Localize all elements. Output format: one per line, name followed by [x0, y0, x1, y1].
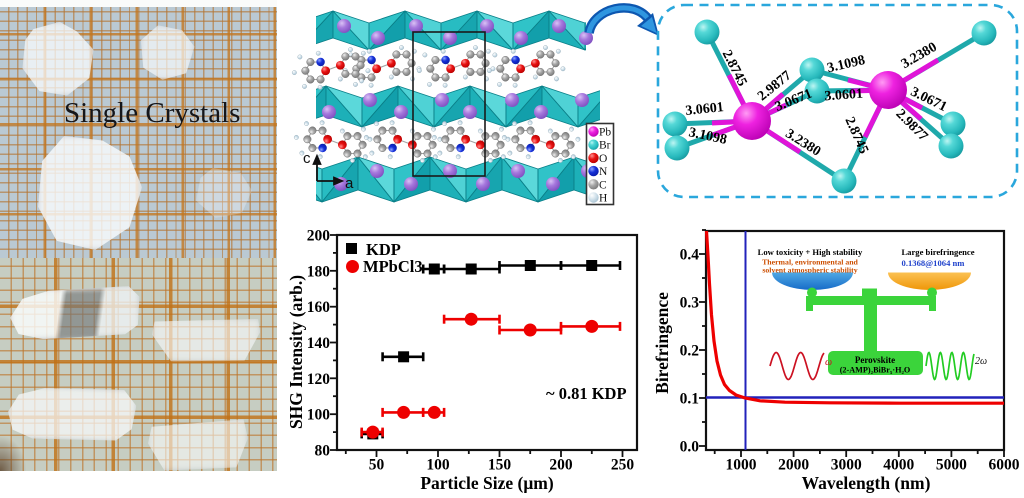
svg-text:100: 100 [426, 457, 450, 474]
svg-text:3.1098: 3.1098 [826, 53, 867, 76]
svg-text:200: 200 [307, 228, 331, 245]
svg-text:160: 160 [307, 299, 331, 316]
svg-text:1000: 1000 [726, 457, 757, 474]
svg-text:Particle Size (μm): Particle Size (μm) [420, 473, 553, 493]
svg-text:2000: 2000 [778, 457, 809, 474]
svg-text:140: 140 [307, 335, 331, 352]
svg-text:KDP: KDP [366, 240, 401, 259]
svg-text:3.0601: 3.0601 [685, 100, 725, 119]
svg-text:6000: 6000 [989, 457, 1020, 474]
svg-text:Perovskite: Perovskite [855, 355, 895, 365]
svg-text:c: c [303, 150, 311, 167]
svg-text:50: 50 [369, 457, 385, 474]
svg-text:N: N [599, 166, 608, 178]
svg-text:SHG Intensity (arb.): SHG Intensity (arb.) [286, 275, 306, 429]
svg-text:0.0: 0.0 [680, 439, 700, 456]
svg-text:~ 0.81 KDP: ~ 0.81 KDP [546, 384, 627, 403]
svg-text:2ω: 2ω [975, 356, 987, 367]
svg-text:3.0601: 3.0601 [824, 87, 863, 105]
svg-text:ω: ω [825, 357, 832, 368]
svg-text:0.1: 0.1 [680, 391, 699, 408]
svg-text:Pb: Pb [599, 127, 611, 139]
svg-text:O: O [599, 153, 607, 165]
svg-text:0.1368@1064 nm: 0.1368@1064 nm [902, 258, 966, 268]
svg-text:3000: 3000 [831, 457, 862, 474]
svg-text:a: a [345, 175, 354, 192]
svg-text:150: 150 [488, 457, 512, 474]
svg-text:3.2380: 3.2380 [899, 40, 940, 72]
svg-text:250: 250 [611, 457, 635, 474]
svg-text:MPbCl3: MPbCl3 [363, 257, 423, 276]
svg-text:Wavelength (nm): Wavelength (nm) [802, 473, 931, 493]
svg-text:0.3: 0.3 [680, 295, 700, 312]
svg-text:180: 180 [307, 263, 331, 280]
svg-text:5000: 5000 [936, 457, 967, 474]
svg-text:C: C [599, 179, 607, 191]
svg-text:0.4: 0.4 [680, 247, 700, 264]
svg-text:Birefringence: Birefringence [652, 292, 672, 394]
svg-text:(2-AMP)₂BiBr₅·H₂O: (2-AMP)₂BiBr₅·H₂O [840, 366, 911, 375]
svg-text:80: 80 [315, 443, 331, 460]
svg-text:100: 100 [307, 407, 331, 424]
svg-text:Low toxicity + High stability: Low toxicity + High stability [758, 247, 863, 257]
svg-text:Br: Br [599, 140, 611, 152]
svg-text:Thermal, environmental and: Thermal, environmental and [762, 258, 858, 267]
svg-text:4000: 4000 [883, 457, 914, 474]
svg-text:solvent atmospheric stability: solvent atmospheric stability [762, 266, 857, 275]
svg-text:Large birefringence: Large birefringence [901, 247, 974, 257]
svg-text:200: 200 [549, 457, 573, 474]
svg-text:H: H [599, 193, 607, 205]
svg-text:0.2: 0.2 [680, 343, 700, 360]
svg-text:120: 120 [307, 371, 331, 388]
